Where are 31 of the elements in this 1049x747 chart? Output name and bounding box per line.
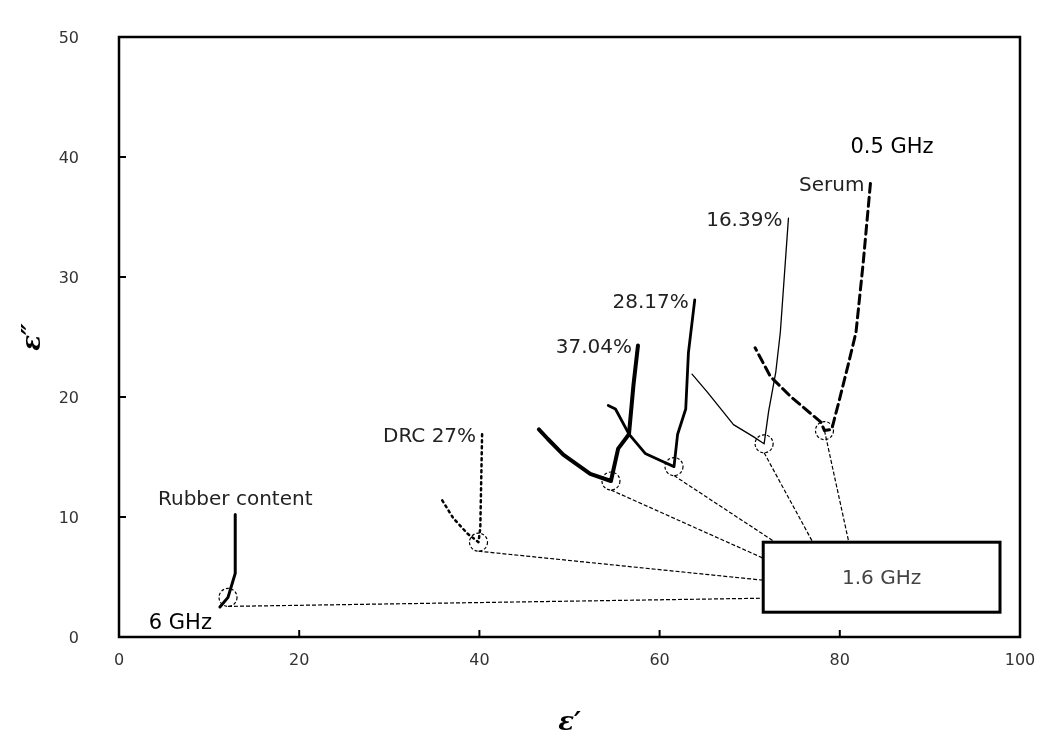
point	[754, 434, 774, 454]
y-tick-label: 30	[58, 268, 79, 287]
series-label: DRC 27%	[383, 423, 477, 448]
x-tick-label: 80	[829, 650, 850, 669]
point	[601, 471, 621, 491]
callout-box: 1.6 GHz	[761, 430, 1002, 614]
x-tick-label: 20	[289, 650, 310, 669]
annotation: 0.5 GHz	[850, 134, 934, 159]
x-tick-label: 100	[1004, 650, 1036, 669]
y-tick-label: 10	[58, 508, 79, 527]
y-tick-label: 40	[58, 148, 79, 167]
series-label: Serum	[799, 172, 865, 197]
y-axis-title: ε″	[16, 322, 46, 351]
x-axis-title: ε′	[558, 706, 581, 736]
series-label: Rubber content	[157, 485, 313, 510]
point	[814, 421, 835, 441]
point	[468, 532, 489, 552]
y-tick-label: 20	[58, 388, 79, 407]
y-tick-label: 50	[58, 28, 79, 47]
x-tick-label: 0	[113, 650, 125, 669]
annotation: 1.6 GHz	[842, 565, 922, 590]
y-tick-label: 0	[68, 628, 79, 647]
line-series	[218, 513, 237, 609]
series-label: 37.04%	[555, 334, 632, 359]
point	[218, 587, 238, 607]
x-tick-label: 60	[649, 650, 670, 669]
series-label: 28.17%	[612, 288, 689, 313]
x-tick-label: 40	[469, 650, 490, 669]
point	[664, 457, 684, 477]
series-label: 16.39%	[706, 207, 783, 232]
annotation: 6 GHz	[148, 610, 212, 634]
